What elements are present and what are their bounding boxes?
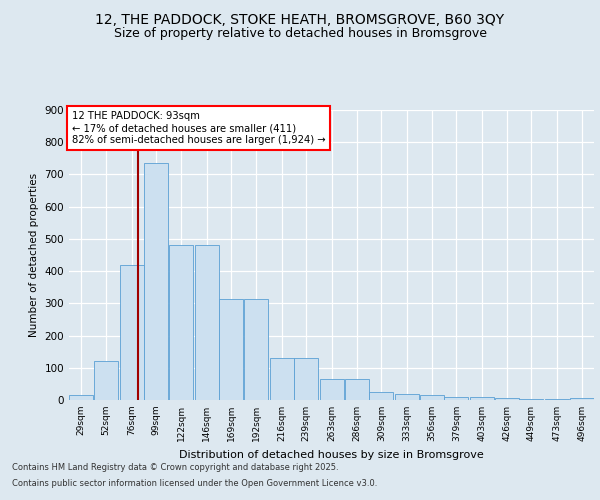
Bar (320, 379, 344, 400)
Bar (569, 398, 594, 400)
Bar (244, 298, 268, 400)
Bar (169, 246, 193, 400)
Bar (444, 397, 469, 400)
Bar (144, 163, 169, 400)
X-axis label: Distribution of detached houses by size in Bromsgrove: Distribution of detached houses by size … (179, 450, 484, 460)
Bar (294, 358, 319, 400)
Bar (69, 395, 94, 400)
Bar (119, 264, 144, 400)
Text: 12, THE PADDOCK, STOKE HEATH, BROMSGROVE, B60 3QY: 12, THE PADDOCK, STOKE HEATH, BROMSGROVE… (95, 12, 505, 26)
Text: Contains HM Land Registry data © Crown copyright and database right 2025.: Contains HM Land Registry data © Crown c… (12, 464, 338, 472)
Bar (545, 399, 569, 400)
Bar (194, 246, 219, 400)
Bar (519, 399, 544, 400)
Bar (269, 358, 294, 400)
Bar (344, 379, 369, 400)
Bar (494, 398, 519, 400)
Bar (219, 298, 244, 400)
Text: 12 THE PADDOCK: 93sqm
← 17% of detached houses are smaller (411)
82% of semi-det: 12 THE PADDOCK: 93sqm ← 17% of detached … (71, 112, 325, 144)
Text: Contains public sector information licensed under the Open Government Licence v3: Contains public sector information licen… (12, 478, 377, 488)
Bar (395, 394, 419, 400)
Bar (94, 362, 118, 400)
Bar (419, 395, 444, 400)
Text: Size of property relative to detached houses in Bromsgrove: Size of property relative to detached ho… (113, 28, 487, 40)
Y-axis label: Number of detached properties: Number of detached properties (29, 173, 39, 337)
Bar (369, 392, 394, 400)
Bar (470, 398, 494, 400)
